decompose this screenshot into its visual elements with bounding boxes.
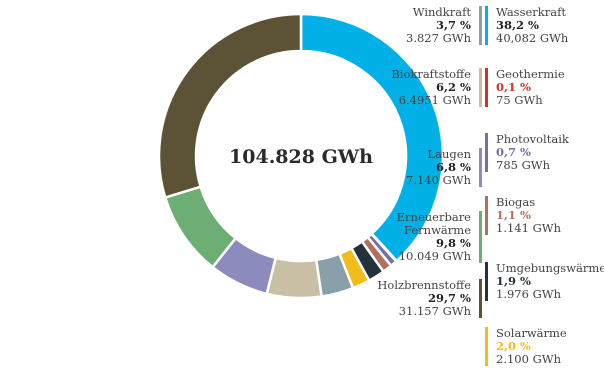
label-name: Laugen xyxy=(427,147,471,161)
label-percent: 3,7 % xyxy=(436,18,471,32)
label-name: Windkraft xyxy=(412,5,471,19)
label-windkraft: Windkraft 3,7 % 3.827 GWh xyxy=(406,6,482,45)
label-percent: 6,8 % xyxy=(436,160,471,174)
label-value: 10.049 GWh xyxy=(398,249,471,263)
label-photovoltaik: Photovoltaik 0,7 % 785 GWh xyxy=(485,133,569,172)
label-laugen: Laugen 6,8 % 7.140 GWh xyxy=(406,148,482,187)
label-name: Erneuerbare Fernwärme xyxy=(396,210,471,237)
label-value: 1.976 GWh xyxy=(496,287,561,301)
slice-holzbrennstoffe xyxy=(157,12,303,200)
label-value: 2.100 GWh xyxy=(496,352,561,366)
label-geothermie: Geothermie 0,1 % 75 GWh xyxy=(485,68,565,107)
label-value: 7.140 GWh xyxy=(406,173,471,187)
label-name: Wasserkraft xyxy=(496,5,566,19)
label-umgebungswärme: Umgebungswärme 1,9 % 1.976 GWh xyxy=(485,262,604,301)
label-name: Holzbrennstoffe xyxy=(377,278,471,292)
label-value: 75 GWh xyxy=(496,93,543,107)
label-name: Solarwärme xyxy=(496,326,567,340)
label-percent: 9,8 % xyxy=(436,236,471,250)
label-value: 1.141 GWh xyxy=(496,221,561,235)
label-value: 6.4951 GWh xyxy=(398,93,471,107)
label-value: 40,082 GWh xyxy=(496,31,569,45)
label-value: 31.157 GWh xyxy=(398,304,471,318)
label-percent: 0,7 % xyxy=(496,145,531,159)
label-name: Umgebungswärme xyxy=(496,261,604,275)
label-name: Photovoltaik xyxy=(496,132,569,146)
slice-wasserkraft xyxy=(299,12,445,263)
label-holzbrennstoffe: Holzbrennstoffe 29,7 % 31.157 GWh xyxy=(377,279,482,318)
label-percent: 2,0 % xyxy=(496,339,531,353)
total-label: 104.828 GWh xyxy=(229,146,373,168)
label-biogas: Biogas 1,1 % 1.141 GWh xyxy=(485,196,561,235)
label-name: Geothermie xyxy=(496,67,565,81)
label-erneuerbare-fernwärme: Erneuerbare Fernwärme 9,8 % 10.049 GWh xyxy=(393,211,482,263)
label-name: Biokraftstoffe xyxy=(391,67,471,81)
label-percent: 1,9 % xyxy=(496,274,531,288)
label-solarwärme: Solarwärme 2,0 % 2.100 GWh xyxy=(485,327,567,366)
label-percent: 29,7 % xyxy=(428,291,471,305)
label-value: 785 GWh xyxy=(496,158,551,172)
label-percent: 38,2 % xyxy=(496,18,539,32)
label-name: Biogas xyxy=(496,195,536,209)
label-wasserkraft: Wasserkraft 38,2 % 40,082 GWh xyxy=(485,6,568,45)
label-value: 3.827 GWh xyxy=(406,31,471,45)
label-percent: 1,1 % xyxy=(496,208,531,222)
label-biokraftstoffe: Biokraftstoffe 6,2 % 6.4951 GWh xyxy=(391,68,482,107)
label-percent: 0,1 % xyxy=(496,80,531,94)
label-percent: 6,2 % xyxy=(436,80,471,94)
